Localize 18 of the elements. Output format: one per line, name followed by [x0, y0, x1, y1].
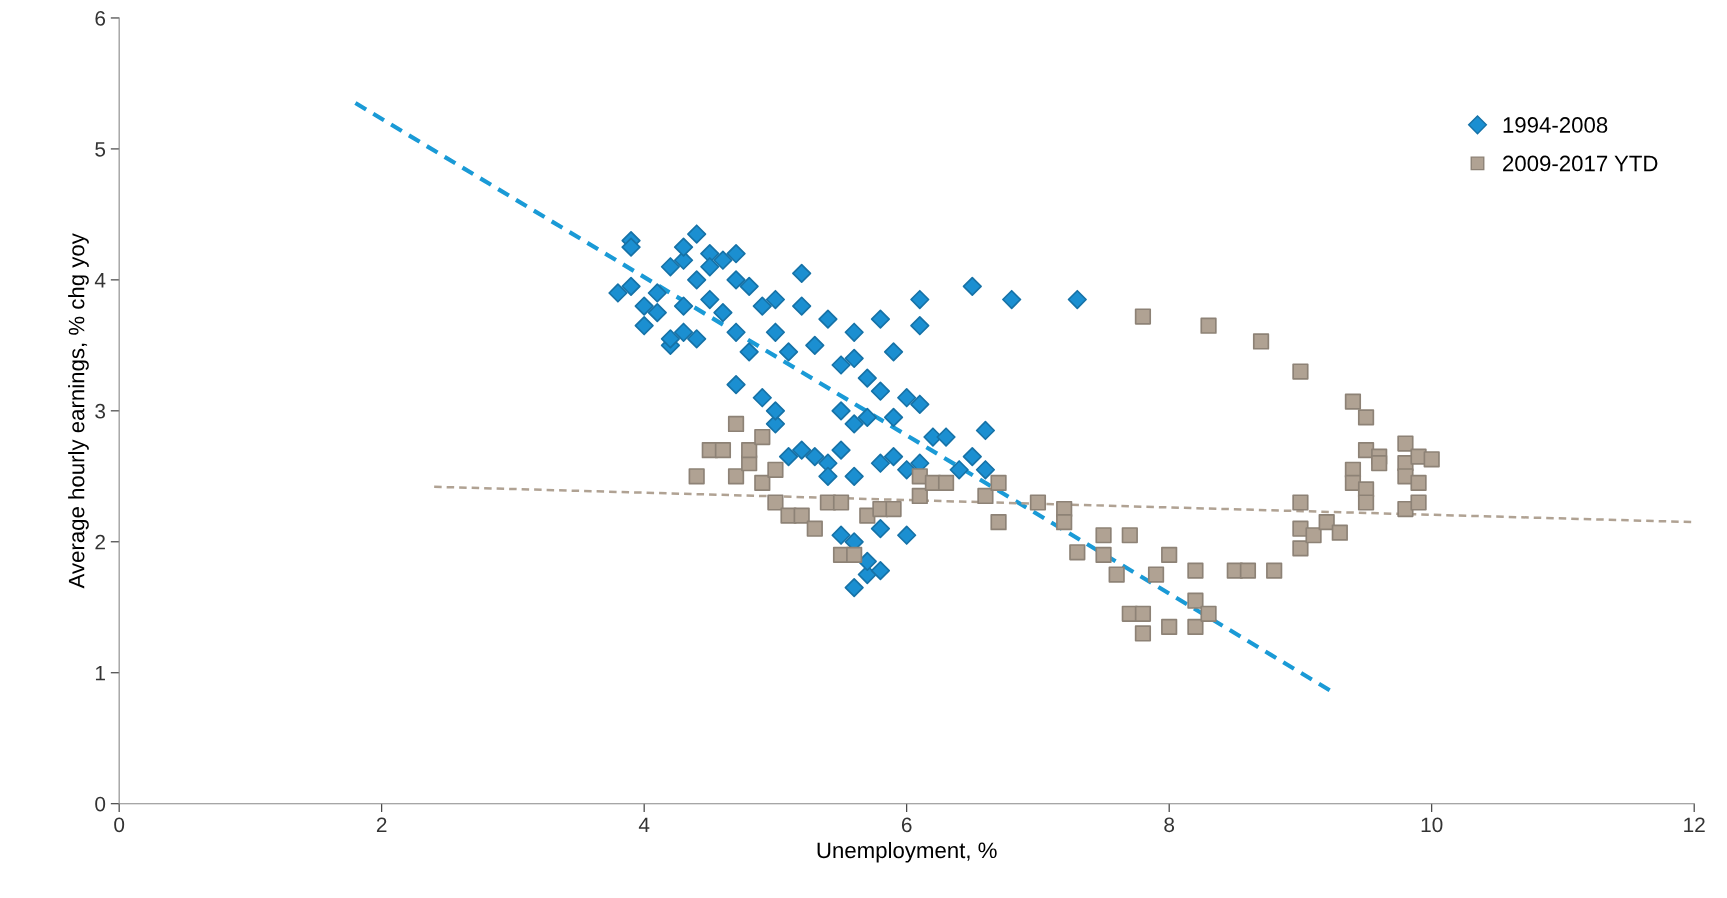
y-tick-label: 2	[95, 534, 105, 550]
legend-label: 2009-2017 YTD	[1503, 155, 1658, 172]
x-tick-label: 0	[114, 817, 125, 833]
y-tick-label: 1	[95, 665, 105, 681]
x-axis-title: Unemployment, %	[817, 841, 997, 863]
y-tick-label: 4	[94, 273, 106, 288]
y-tick-label: 0	[95, 796, 106, 812]
x-tick-label: 8	[1164, 817, 1175, 833]
legend-label: 1994-2008	[1503, 117, 1608, 133]
x-tick-label: 10	[1421, 817, 1443, 833]
x-tick-label: 4	[638, 817, 650, 832]
y-tick-label: 3	[95, 403, 106, 419]
x-tick-label: 6	[901, 817, 912, 833]
y-axis-title: Average hourly earnings, % chg yoy	[68, 233, 89, 589]
x-tick-label: 12	[1684, 817, 1705, 832]
x-tick-label: 2	[376, 817, 387, 832]
y-tick-label: 6	[95, 10, 106, 26]
y-tick-label: 5	[95, 142, 106, 157]
